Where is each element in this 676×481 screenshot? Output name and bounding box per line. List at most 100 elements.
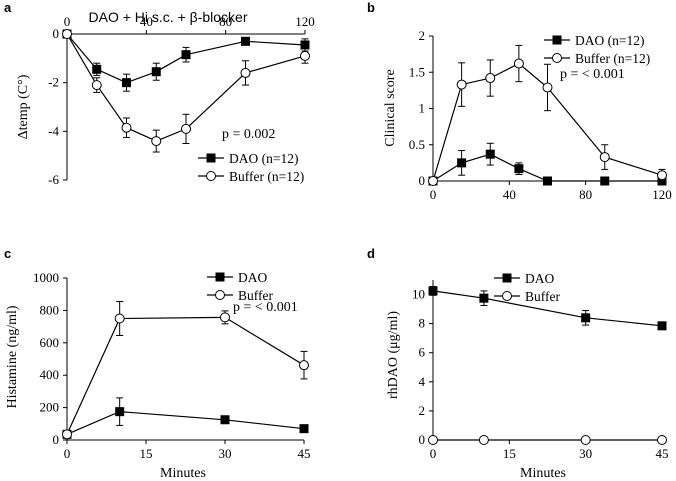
panel-a-series-1-point	[122, 78, 131, 88]
panel-a-plot: -6 -4 -2 00 40 80 120 DAO (n=12) Buffer (n=12)	[48, 14, 315, 187]
panel-c: c Histamine (ng/ml) Minutes p = < 0.001 …	[4, 246, 311, 481]
panel-d-series-1-point	[657, 321, 667, 331]
panel-c-xtick-label: 0	[64, 446, 71, 461]
panel-b-xtick-label: 40	[503, 187, 516, 202]
panel-d-ytick-label: 8	[419, 316, 426, 331]
panel-d-ylabel: rhDAO (μg/ml)	[386, 311, 401, 399]
panel-b-series-2-point	[599, 152, 610, 163]
panel-b-series-2-point	[513, 58, 524, 69]
panel-c-series-2-point	[114, 313, 125, 324]
panel-b-legend-label: DAO (n=12)	[575, 33, 644, 48]
panel-c-series-2-point	[299, 360, 309, 371]
panel-d: d rhDAO (μg/ml) Minutes 0 2 4 6 8 10 0 15 30 45 DA…	[367, 246, 669, 481]
panel-b-series-2-point	[657, 170, 667, 181]
panel-c-ytick-label: 400	[40, 367, 60, 382]
panel-d-legend-label: DAO	[525, 271, 554, 286]
panel-a-xtick-label: 0	[64, 14, 71, 29]
panel-b-ylabel: Clinical score	[383, 69, 398, 146]
panel-d-ytick-label: 10	[412, 287, 425, 302]
panel-c-legend-marker-square	[215, 272, 225, 282]
panel-d-series-2-point	[478, 435, 489, 445]
panel-d-plot: 0 2 4 6 8 10 0 15 30 45 DAO Buffer	[412, 271, 669, 461]
panel-a-ytick-label: -6	[48, 172, 59, 187]
panel-a-series-1-point	[181, 50, 191, 60]
panel-c-ytick-label: 1000	[33, 270, 59, 285]
panel-b-series-1-point	[600, 176, 610, 186]
panel-c-letter: c	[4, 246, 11, 261]
panel-b-series-1-point	[457, 158, 467, 168]
panel-d-legend-label: Buffer	[525, 289, 560, 304]
panel-d-xlabel: Minutes	[520, 466, 566, 481]
panel-b-ytick-label: 1	[419, 101, 426, 116]
panel-d-series-1-point	[581, 313, 591, 323]
panel-b-ytick-label: 0.5	[409, 137, 425, 152]
panel-a-series-2-point	[300, 50, 310, 61]
panel-b-legend-marker-circle	[552, 53, 562, 63]
panel-b-series-2-point	[485, 73, 496, 84]
panel-c-legend-label: Buffer	[238, 288, 273, 303]
panel-b-ytick-label: 1.5	[409, 64, 425, 79]
panel-a-series-2-point	[62, 29, 72, 39]
panel-c-xtick-label: 45	[298, 446, 311, 461]
panel-a-series-2-point	[181, 123, 191, 134]
panel-a-series-2-point	[151, 136, 162, 147]
panel-d-series-2-point	[580, 435, 591, 445]
panel-a-ytick-label: 0	[53, 26, 60, 41]
panel-d-series-2-point	[428, 435, 438, 445]
panel-a-ytick-label: -2	[48, 75, 59, 90]
panel-c-xtick-label: 30	[219, 446, 232, 461]
panel-d-series-1-line	[432, 290, 663, 327]
panel-b-series-2-point	[542, 82, 553, 93]
panel-b-annotation: p = < 0.001	[560, 67, 625, 82]
panel-a-title: DAO + Hi s.c. + β-blocker	[89, 9, 248, 25]
panel-c-series-1-point	[220, 415, 230, 425]
panel-b-xtick-label: 120	[652, 187, 672, 202]
panel-b-series-1-point	[514, 164, 524, 174]
panel-a-legend-marker-square	[206, 153, 216, 163]
panel-d-letter: d	[367, 246, 375, 261]
panel-c-legend-marker-circle	[215, 290, 225, 300]
panel-c-ylabel: Histamine (ng/ml)	[5, 305, 20, 408]
panel-a-series-1-point	[300, 40, 310, 50]
panel-c-legend-label: DAO	[238, 270, 267, 285]
panel-c-annotation: p = < 0.001	[233, 300, 298, 315]
panel-d-legend-marker-circle	[502, 291, 512, 301]
panel-a-series-2-point	[121, 122, 132, 133]
panel-c-series-1-line	[66, 410, 305, 435]
panel-c-series-1-point	[115, 407, 125, 417]
panel-c-series-2-point	[220, 312, 230, 323]
panel-d-xtick-label: 45	[656, 446, 669, 461]
panel-b-series-2-point	[456, 79, 467, 90]
panel-b-xtick-label: 80	[579, 187, 592, 202]
panel-a-ylabel: Δtemp (C°)	[16, 74, 31, 139]
panel-b-series-1-point	[485, 149, 495, 159]
panel-a-legend-marker-circle	[206, 171, 216, 181]
panel-d-ytick-label: 4	[419, 374, 426, 389]
panel-a-legend-label: DAO (n=12)	[229, 151, 298, 166]
panel-a-ytick-label: -4	[48, 123, 59, 138]
panel-a-series-1-point	[241, 36, 250, 46]
panel-c-ytick-label: 600	[40, 335, 60, 350]
panel-c-ytick-label: 200	[40, 400, 60, 415]
panel-d-legend-marker-square	[502, 273, 512, 283]
panel-d-series-2-point	[657, 435, 667, 445]
panel-a-xtick-label: 120	[295, 14, 315, 29]
panel-d-ytick-label: 2	[419, 403, 426, 418]
panel-d-series-1-point	[428, 286, 438, 296]
panel-d-xtick-label: 0	[430, 446, 437, 461]
panel-a-xtick-label: 80	[219, 14, 232, 29]
panel-a-series-1-point	[92, 64, 102, 74]
panel-c-series-1-point	[299, 424, 309, 434]
panel-b-plot: 0 0.5 1 1.5 2 0 40 80 120 DAO (n=12) Buffer (n=12)	[409, 28, 672, 202]
panel-c-series-2-line	[66, 316, 305, 435]
panel-c-plot: 0 200 400 600 800 1000 0 15 30 45 DAO Buffer	[33, 270, 311, 461]
panel-c-xtick-label: 15	[140, 446, 153, 461]
panel-a-legend-label: Buffer (n=12)	[229, 169, 304, 184]
panel-d-ytick-label: 0	[419, 432, 426, 447]
panel-b-series-2-point	[428, 176, 438, 186]
panel-b-legend-label: Buffer (n=12)	[575, 51, 650, 66]
panel-c-ytick-label: 800	[40, 302, 60, 317]
panel-b-ytick-label: 0	[419, 173, 426, 188]
panel-a: a DAO + Hi s.c. + β-blocker Δtemp (C°) p…	[4, 0, 315, 187]
